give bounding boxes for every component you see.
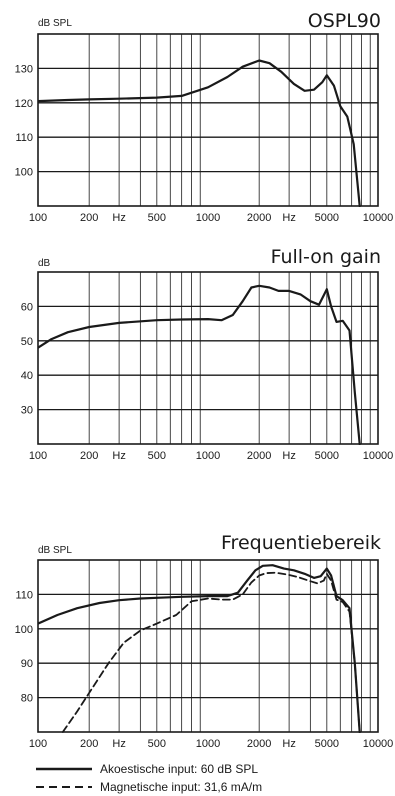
x-tick-label: 100: [29, 450, 47, 462]
x-tick-label: 5000: [315, 450, 339, 462]
x-tick-label: 500: [148, 450, 166, 462]
x-tick-label: 500: [148, 738, 166, 750]
legend: Akoestische input: 60 dB SPL Magnetische…: [36, 762, 262, 794]
plot-frame: [37, 271, 379, 445]
x-tick-label: 1000: [196, 450, 220, 462]
y-tick-label: 110: [15, 132, 33, 144]
y-tick-label: 90: [21, 658, 33, 670]
y-tick-label: 120: [15, 98, 33, 110]
y-axis-label: dB SPL: [38, 18, 72, 29]
y-tick-label: 130: [15, 63, 33, 75]
series-line-magnetic: [61, 571, 361, 733]
x-tick-label: Hz: [282, 738, 295, 750]
plot-frame: [37, 33, 379, 207]
x-tick-label: 1000: [196, 738, 220, 750]
plot-frame: [37, 559, 379, 733]
x-tick-label: 200: [80, 212, 98, 224]
chart-title: Full-on gain: [271, 246, 381, 268]
x-tick-label: 5000: [315, 212, 339, 224]
chart-2: 30 40 50 60 100 200 Hz 500 1000 2000 Hz 5000 10000 Fu…: [21, 246, 394, 462]
x-tick-label: 2000: [247, 212, 271, 224]
x-tick-label: 10000: [363, 212, 394, 224]
y-tick-label: 100: [15, 624, 33, 636]
x-tick-label: 100: [29, 212, 47, 224]
x-tick-label: Hz: [282, 450, 295, 462]
chart-title: Frequentiebereik: [221, 532, 381, 554]
legend-solid-label: Akoestische input: 60 dB SPL: [100, 762, 258, 776]
y-tick-label: 50: [21, 336, 33, 348]
y-tick-label: 30: [21, 405, 33, 417]
y-tick-label: 100: [15, 167, 33, 179]
y-tick-label: 80: [21, 693, 33, 705]
y-tick-label: 60: [21, 301, 33, 313]
series-line-1: [38, 284, 361, 445]
chart-title: OSPL90: [308, 10, 381, 32]
x-tick-label: Hz: [282, 212, 295, 224]
y-tick-label: 110: [15, 589, 33, 601]
x-tick-label: 200: [80, 450, 98, 462]
chart-1: 100 110 120 130 100 200 Hz 500 1000 2000 Hz 5000 100…: [15, 10, 394, 224]
x-tick-label: Hz: [112, 738, 125, 750]
x-tick-label: 100: [29, 738, 47, 750]
x-tick-label: 2000: [247, 450, 271, 462]
y-tick-label: 40: [21, 370, 33, 382]
x-tick-label: 5000: [315, 738, 339, 750]
x-tick-label: Hz: [112, 212, 125, 224]
x-tick-label: 10000: [363, 738, 394, 750]
legend-dashed-label: Magnetische input: 31,6 mA/m: [100, 780, 262, 794]
y-axis-label: dB SPL: [38, 545, 72, 556]
x-tick-label: 200: [80, 738, 98, 750]
x-tick-label: 1000: [196, 212, 220, 224]
x-tick-label: 2000: [247, 738, 271, 750]
series-line-1: [38, 59, 361, 207]
chart-3: 80 90 100 110 100 200 Hz 500 1000 2000 Hz 5000 10000…: [15, 532, 394, 750]
x-tick-label: 10000: [363, 450, 394, 462]
x-tick-label: Hz: [112, 450, 125, 462]
x-tick-label: 500: [148, 212, 166, 224]
series-line-1: [38, 564, 361, 733]
y-axis-label: dB: [38, 258, 51, 269]
